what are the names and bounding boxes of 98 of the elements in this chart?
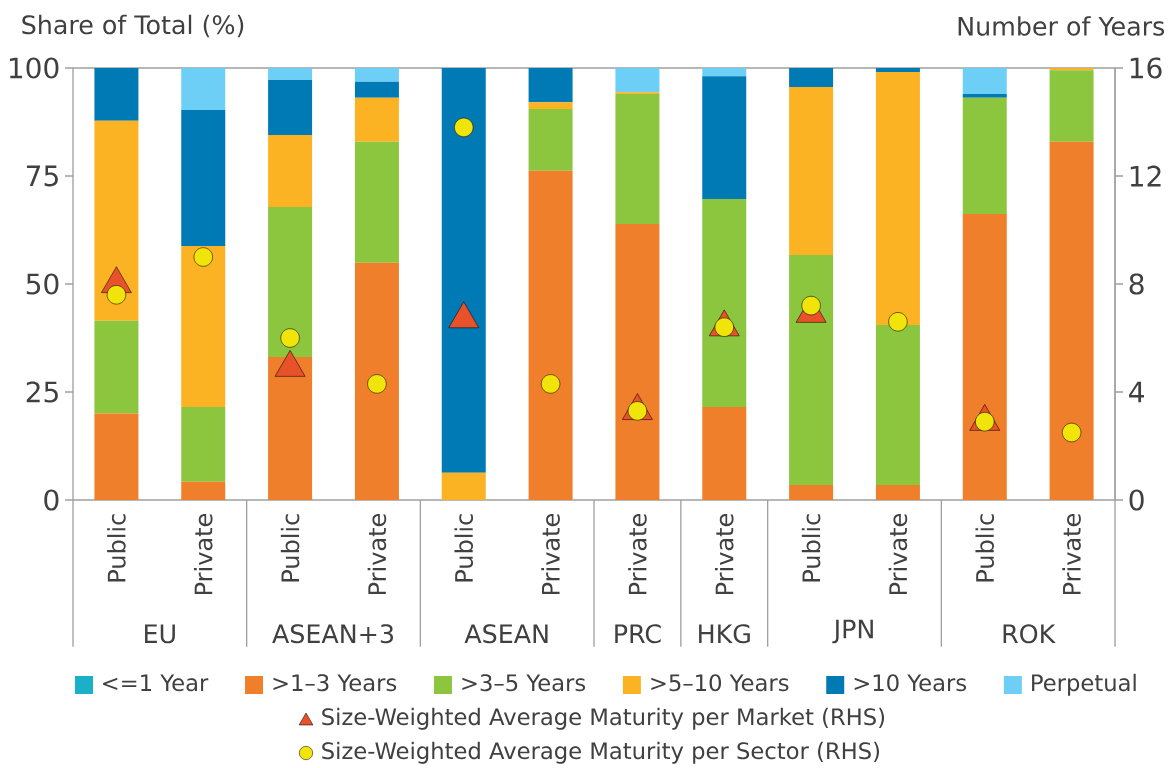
x-tick-label: Private xyxy=(888,513,908,595)
text: ASEAN xyxy=(464,624,548,644)
bar xyxy=(702,68,747,77)
y-tick-label: 50 xyxy=(26,273,59,295)
bar xyxy=(1049,70,1094,142)
bar xyxy=(702,407,747,500)
bar xyxy=(702,198,747,408)
bar xyxy=(1049,141,1094,500)
text: ROK xyxy=(1003,624,1056,644)
bar xyxy=(702,76,747,199)
x-tick-label: Public xyxy=(107,514,126,582)
x-tick-label: Private xyxy=(628,513,647,595)
bar xyxy=(268,68,313,81)
bar xyxy=(615,68,660,93)
point xyxy=(193,247,213,267)
bar xyxy=(94,120,139,321)
bar xyxy=(354,141,399,263)
bar xyxy=(268,134,313,208)
x-tick-label: Public xyxy=(975,514,995,582)
legend-label: Size-Weighted Average Maturity per Sector (RHS) xyxy=(322,741,880,764)
bar xyxy=(528,109,573,171)
point xyxy=(714,317,734,337)
x-tick-label: Public xyxy=(280,514,300,582)
x-tick-label: Public xyxy=(454,514,474,582)
y2-tick-label: 4 xyxy=(1129,381,1144,403)
y-tick-label: 100 xyxy=(9,57,59,79)
y-tick-label: 0 xyxy=(44,489,59,511)
bar xyxy=(354,262,399,500)
legend-label: >1–3 Years xyxy=(273,674,397,692)
bar xyxy=(528,102,573,110)
point xyxy=(540,374,561,394)
point xyxy=(106,285,127,305)
point xyxy=(280,328,300,348)
y-tick-label: 75 xyxy=(26,165,58,187)
bar xyxy=(789,255,834,485)
legend-label: Size-Weighted Average Maturity per Market (RHS) xyxy=(322,707,885,730)
bar xyxy=(181,68,226,110)
bar xyxy=(789,87,834,256)
bar xyxy=(94,320,139,414)
point xyxy=(888,312,908,332)
bar xyxy=(789,68,834,88)
bar xyxy=(962,93,1007,98)
x-tick-label: Private xyxy=(1062,513,1081,595)
bar xyxy=(441,68,486,473)
bar xyxy=(181,109,226,246)
bar xyxy=(962,214,1007,500)
bar xyxy=(615,223,660,500)
bar xyxy=(441,472,486,500)
y2-tick-label: 16 xyxy=(1130,57,1162,79)
bar xyxy=(181,245,226,408)
y-tick-label: 25 xyxy=(26,381,58,403)
bar xyxy=(94,413,139,500)
x-tick-label: Private xyxy=(193,513,213,595)
legend-label: >10 Years xyxy=(854,674,967,692)
bar xyxy=(875,68,920,72)
text: PRC xyxy=(615,624,661,644)
y2-tick-label: 8 xyxy=(1129,273,1144,295)
x-tick-label: Public xyxy=(801,514,821,582)
point xyxy=(627,401,648,421)
text: JPN xyxy=(832,619,873,644)
y-axis-title: Share of Total (%) xyxy=(22,14,244,38)
x-tick-label: Private xyxy=(367,513,387,595)
legend-label: >5–10 Years xyxy=(651,674,789,692)
bar xyxy=(1049,68,1094,71)
bar xyxy=(181,481,226,500)
bar xyxy=(268,80,313,135)
x-tick-label: Private xyxy=(714,513,734,595)
point xyxy=(454,117,474,137)
bar xyxy=(962,68,1007,94)
bar xyxy=(354,68,399,82)
bar xyxy=(875,71,920,326)
bar xyxy=(268,207,313,357)
bar xyxy=(875,484,920,500)
text: EU xyxy=(145,624,175,644)
bar xyxy=(528,170,573,500)
bar xyxy=(962,97,1007,215)
bar xyxy=(268,357,313,500)
point xyxy=(801,295,821,316)
legend-label: Perpetual xyxy=(1032,673,1136,696)
bar xyxy=(354,97,399,142)
point xyxy=(367,374,387,394)
point xyxy=(1062,422,1082,443)
text: HKG xyxy=(699,624,750,644)
bar xyxy=(789,484,834,500)
y2-tick-label: 0 xyxy=(1129,489,1144,511)
bar xyxy=(354,81,399,98)
bar xyxy=(94,68,139,121)
legend-label: <=1 Year xyxy=(103,674,209,692)
bar xyxy=(875,325,920,485)
x-tick-label: Private xyxy=(541,513,560,595)
bar xyxy=(615,93,660,224)
bar xyxy=(181,407,226,482)
point xyxy=(975,412,995,432)
text: ASEAN+3 xyxy=(272,624,394,644)
bar xyxy=(528,68,573,103)
y2-axis-title: Number of Years xyxy=(958,16,1165,36)
legend-label: >3–5 Years xyxy=(462,674,586,692)
y2-tick-label: 12 xyxy=(1130,165,1161,187)
